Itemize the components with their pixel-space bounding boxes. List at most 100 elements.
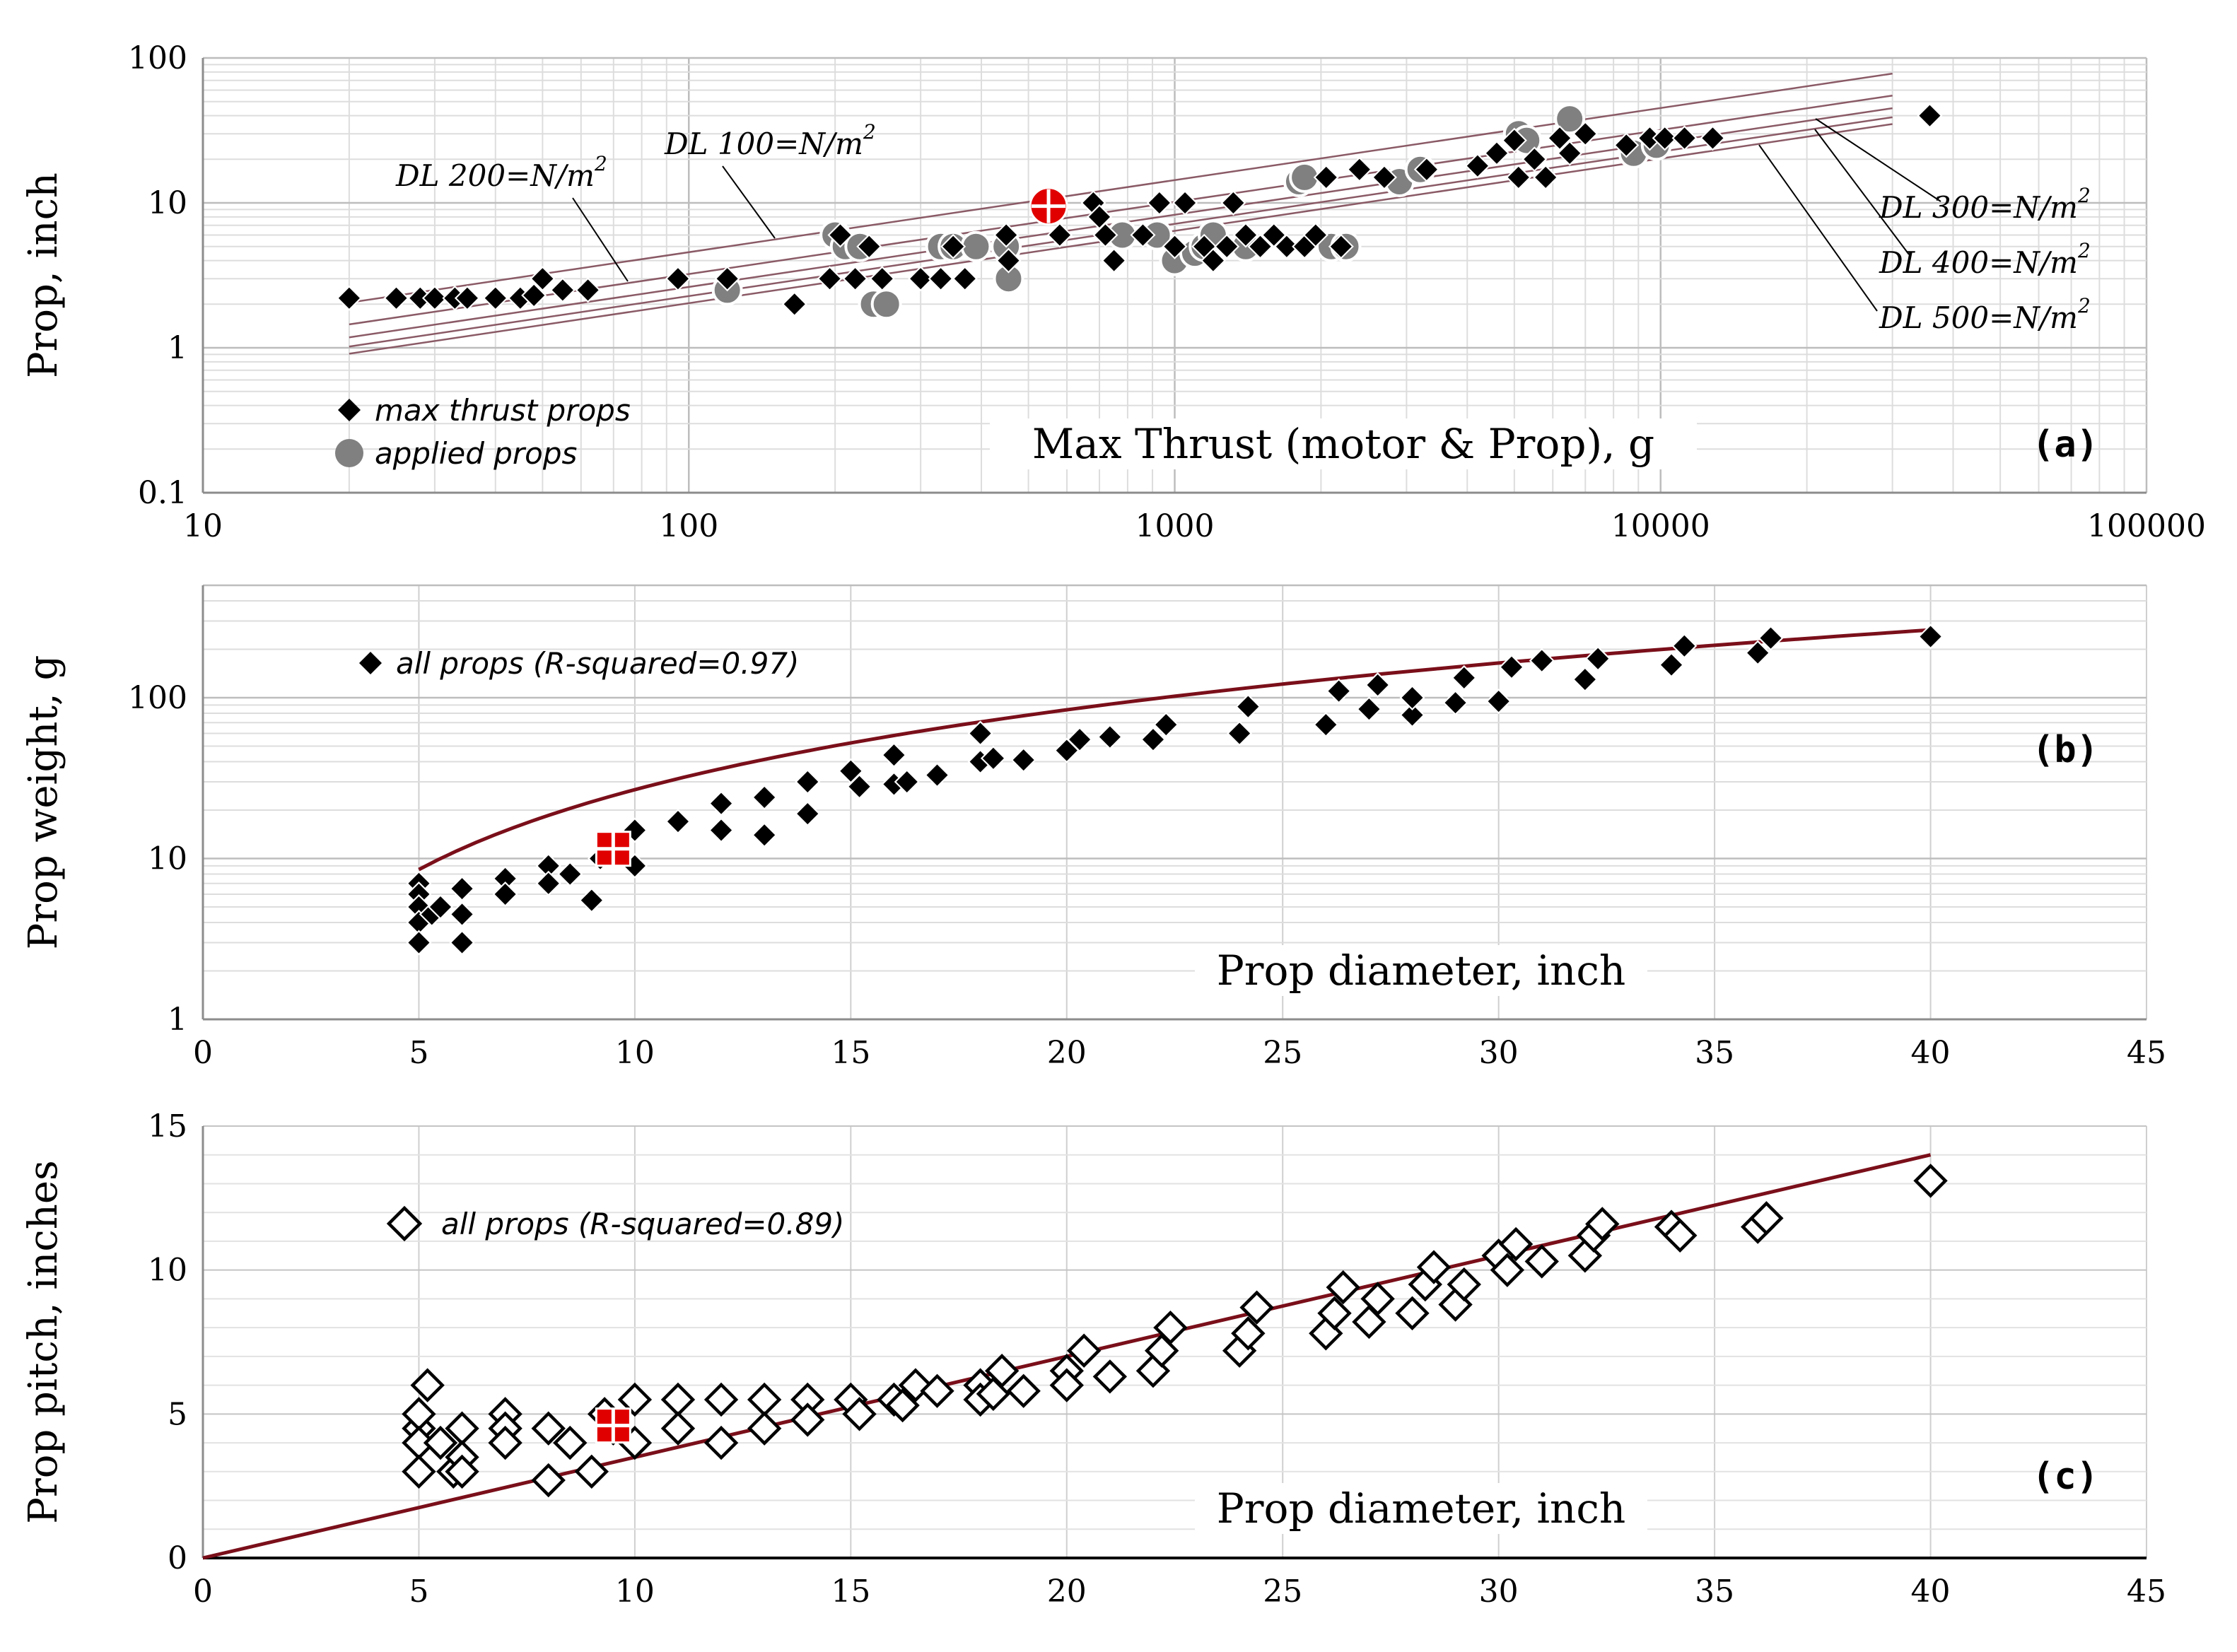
x-tick-label: 100 [659,508,718,544]
annotation-leader [1758,144,1878,312]
data-point [1415,158,1437,180]
data-point [451,878,473,900]
data-point [1249,235,1271,257]
dl-annotation-superscript: 2 [2077,184,2091,207]
data-point [942,235,964,257]
data-point [580,889,602,911]
data-point [1049,224,1070,246]
data-point [410,1368,445,1402]
data-point [494,867,516,889]
data-point [1103,250,1125,271]
data-point [408,932,430,954]
data-point [1360,1282,1395,1316]
data-point [531,1411,566,1446]
dl-reference-line [349,94,1893,326]
data-point [1330,235,1352,257]
x-tick-label: 5 [409,1035,428,1071]
chart-panel-a: 10 100 1000 10000 100000 0.1 1 10 100 Prop, inch M… [21,40,2206,544]
dl-annotation-text: DL 400=N/m [1879,245,2078,280]
data-point [1153,1310,1188,1345]
x-tick-label: 35 [1695,1574,1734,1610]
legend-label: all props (R-squared=0.89) [441,1207,844,1241]
data-point [819,268,841,290]
data-point [982,747,1004,769]
annotation-leader [1814,129,1910,255]
data-point [1326,1270,1360,1305]
data-point [790,1402,825,1437]
x-axis-label: Max Thrust (motor & Prop), g [1032,420,1654,468]
dl-annotation: DL 400=N/m2 [1879,239,2091,280]
data-point [1554,103,1586,135]
data-point [1559,142,1581,164]
data-point [1639,127,1661,149]
data-point [1575,123,1596,145]
data-point [1500,656,1522,678]
x-tick-label: 20 [1047,1574,1087,1610]
y-axis-label: Prop, inch [21,172,66,378]
data-point [1395,1296,1430,1330]
data-point [1574,669,1596,691]
y-tick-label: 100 [128,680,187,716]
data-point [870,288,902,320]
dl-annotation-text: DL 100=N/m [664,127,863,161]
legend-marker [359,652,382,674]
x-tick-label: 0 [193,1574,213,1610]
y-tick-label: 1 [168,1002,187,1038]
dl-annotation: DL 500=N/m2 [1879,294,2091,335]
x-tick-label: 10000 [1611,508,1710,544]
data-point [1503,129,1525,151]
series-highlight [595,1407,631,1444]
data-point [451,932,473,954]
data-point [1231,1316,1266,1351]
data-point [1674,635,1695,657]
data-point [883,744,905,766]
data-point [1234,224,1256,246]
data-point [1222,192,1244,213]
series-all-props-r-squared-0-89- [402,1164,1948,1498]
data-point [920,1373,954,1408]
data-point [445,1454,479,1489]
data-point [1275,235,1297,257]
data-point [1466,155,1488,177]
data-point [1006,1373,1041,1408]
data-point [910,268,932,290]
data-point [1142,729,1164,751]
x-tick-label: 20 [1047,1035,1087,1071]
x-tick-label: 10 [615,1035,655,1071]
data-point [1056,739,1077,761]
data-point [1524,148,1546,170]
x-tick-label: 1000 [1135,508,1215,544]
data-point [494,883,516,905]
x-tick-label: 15 [831,1035,870,1071]
data-point [842,1397,877,1431]
data-point [1919,105,1941,127]
dl-annotation-superscript: 2 [2077,294,2091,317]
data-point [1049,1368,1084,1402]
data-point [660,1411,696,1446]
data-point [1535,166,1557,188]
legend: all props (R-squared=0.89) [386,1205,844,1242]
data-point [1202,250,1224,271]
series-all-props-r-squared-0-97- [406,623,1944,956]
data-point [1488,691,1509,713]
data-point [1920,626,1941,648]
data-point [984,1354,1020,1388]
dl-annotation-superscript: 2 [594,152,607,175]
data-point [954,268,976,290]
annotation-leader [1815,118,1941,202]
legend-marker [386,1205,423,1242]
chart-panel-b: 0 5 10 15 20 25 30 35 40 45 1 10 100 Prop weight, g Pr… [21,584,2166,1071]
x-tick-label: 30 [1479,1574,1519,1610]
y-axis-label: Prop weight, g [21,655,66,950]
data-point [1216,235,1238,257]
x-axis-label: Prop diameter, inch [1217,947,1625,995]
data-point [1616,134,1637,156]
dl-annotation: DL 300=N/m2 [1879,184,2091,225]
data-point [451,903,473,925]
data-point [1702,127,1724,149]
data-point [711,819,732,841]
x-tick-label: 0 [193,1035,213,1071]
data-point [1453,667,1475,689]
data-point [1663,1218,1698,1253]
dl-annotation: DL 100=N/m2 [664,120,876,161]
